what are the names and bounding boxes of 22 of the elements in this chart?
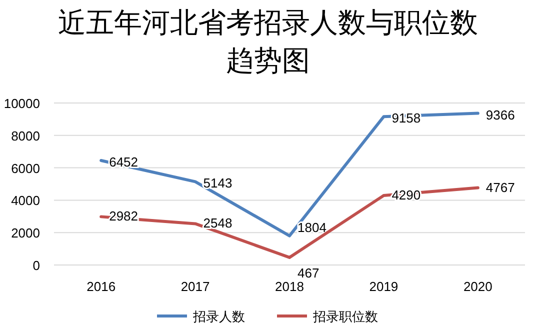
x-tick-label: 2020 [463,279,492,294]
data-label: 5143 [203,176,232,191]
y-tick-label: 10000 [4,96,40,111]
data-label: 1804 [298,220,326,235]
x-tick-label: 2017 [180,279,210,294]
line-series [100,186,480,259]
line-series [100,112,480,238]
chart-title: 近五年河北省考招录人数与职位数趋势图 [58,7,478,76]
data-label: 2548 [203,216,232,231]
data-label: 9366 [486,107,515,122]
y-tick-label: 8000 [11,128,40,144]
legend-label: 招录人数 [192,309,245,324]
y-tick-label: 2000 [11,226,40,241]
legend-label: 招录职位数 [312,309,378,324]
x-tick-label: 2019 [369,279,398,294]
data-label: 4767 [486,180,515,195]
data-label: 467 [298,265,320,280]
x-tick-label: 2018 [275,279,304,294]
y-tick-label: 4000 [11,193,40,208]
y-tick-label: 0 [32,258,40,273]
x-tick-label: 2016 [86,279,116,294]
y-tick-label: 6000 [11,160,40,176]
